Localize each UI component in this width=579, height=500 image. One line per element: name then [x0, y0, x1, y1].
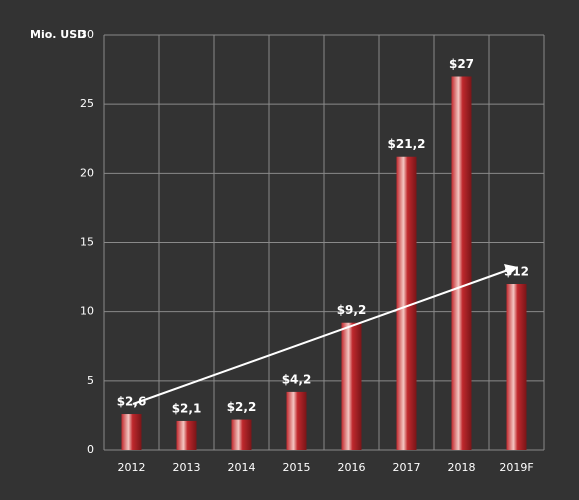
x-tick-label: 2013 — [173, 461, 201, 474]
bar — [176, 420, 197, 450]
value-label: $27 — [449, 57, 474, 71]
value-label: $2,6 — [117, 395, 147, 409]
y-tick-label: 30 — [80, 28, 94, 41]
value-label: $4,2 — [282, 372, 312, 386]
x-tick-label: 2014 — [228, 461, 256, 474]
x-tick-label: 2019F — [499, 461, 533, 474]
x-tick-label: 2012 — [118, 461, 146, 474]
y-tick-label: 15 — [80, 236, 94, 249]
bar — [506, 284, 527, 450]
bar — [341, 322, 362, 450]
bar — [231, 419, 252, 450]
y-tick-label: 10 — [80, 305, 94, 318]
y-tick-label: 25 — [80, 97, 94, 110]
y-tick-label: 20 — [80, 166, 94, 179]
bar — [286, 391, 307, 450]
value-label: $21,2 — [388, 137, 426, 151]
x-tick-label: 2017 — [393, 461, 421, 474]
y-tick-label: 0 — [87, 443, 94, 456]
y-axis-label: Mio. USD — [30, 28, 86, 41]
x-tick-label: 2015 — [283, 461, 311, 474]
bar — [451, 76, 472, 450]
arrow-head — [504, 264, 518, 276]
value-label: $2,2 — [227, 400, 257, 414]
value-label: $2,1 — [172, 401, 202, 415]
bar — [396, 156, 417, 450]
bar — [121, 414, 142, 450]
value-label: $9,2 — [337, 303, 367, 317]
trend-arrow — [132, 269, 509, 405]
x-tick-label: 2018 — [448, 461, 476, 474]
x-tick-label: 2016 — [338, 461, 366, 474]
y-tick-label: 5 — [87, 374, 94, 387]
